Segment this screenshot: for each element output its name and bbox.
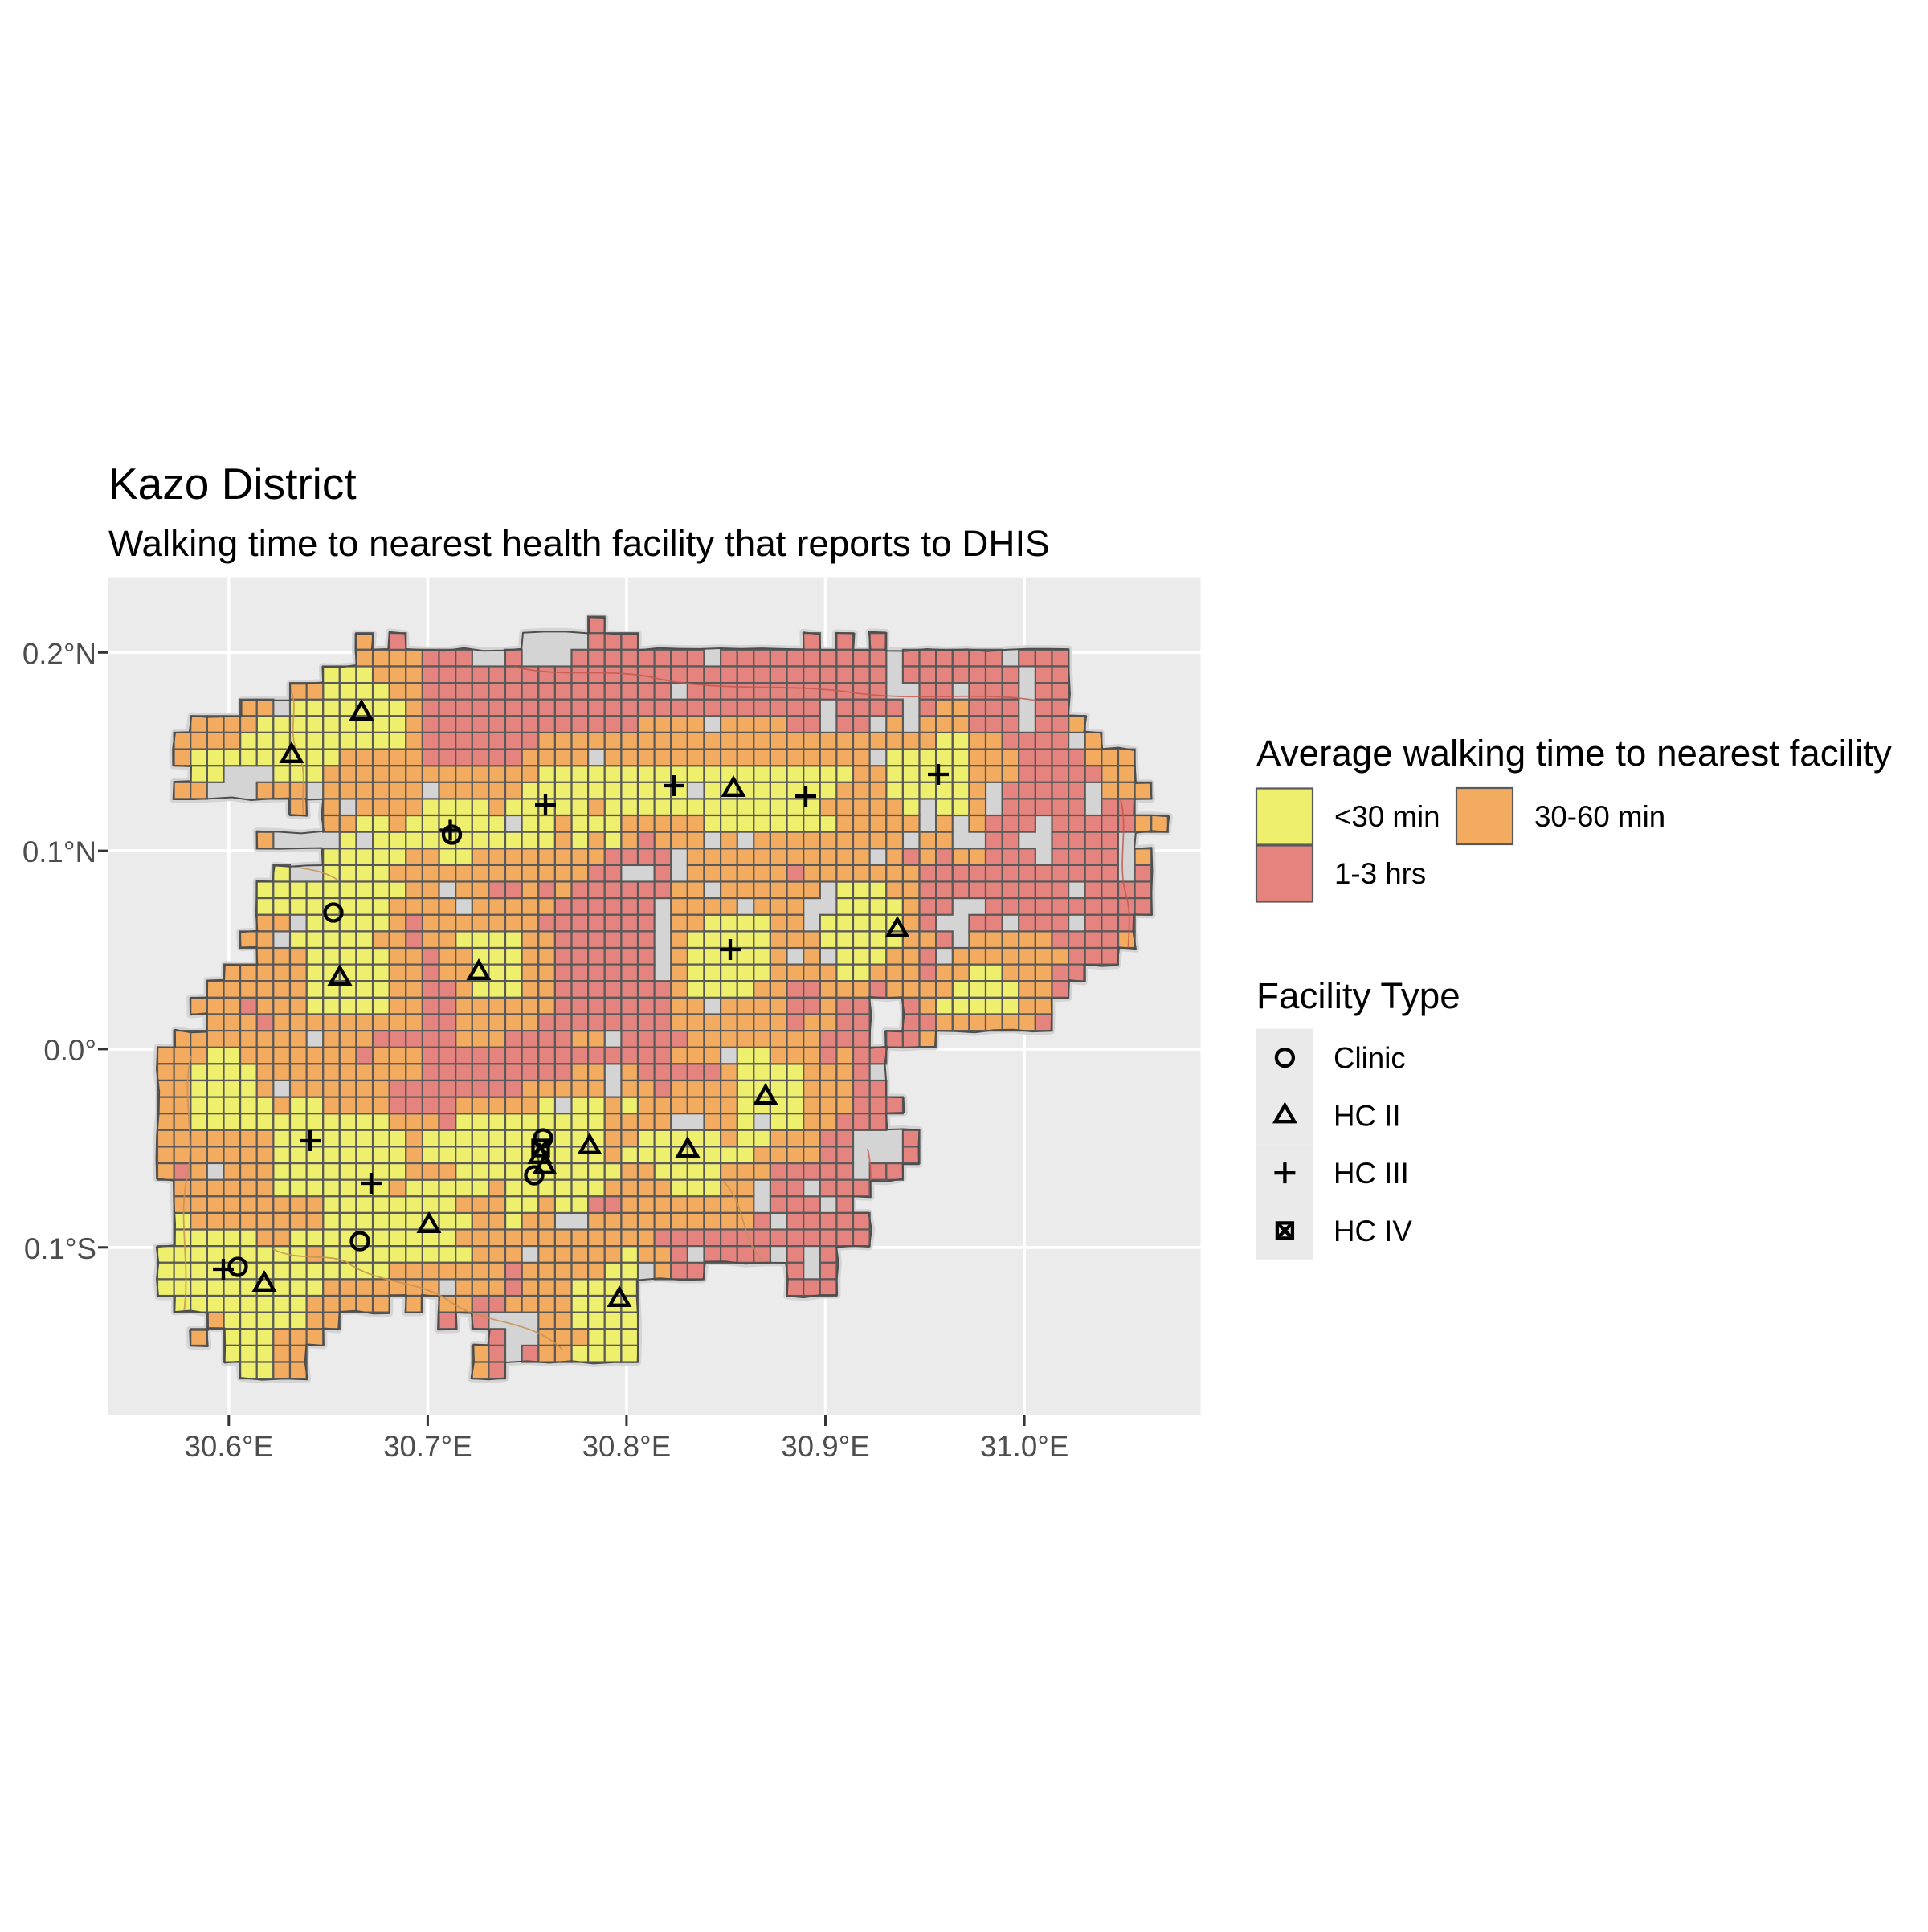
svg-text:30.8°E: 30.8°E (582, 1430, 672, 1463)
svg-text:Kazo District: Kazo District (108, 459, 357, 509)
svg-text:HC IV: HC IV (1334, 1215, 1412, 1248)
svg-text:Facility Type: Facility Type (1256, 975, 1460, 1016)
svg-text:30.7°E: 30.7°E (383, 1430, 472, 1463)
svg-text:HC III: HC III (1334, 1157, 1409, 1190)
svg-text:HC II: HC II (1334, 1099, 1401, 1132)
svg-text:30.9°E: 30.9°E (781, 1430, 870, 1463)
svg-text:0.0°: 0.0° (43, 1034, 96, 1067)
svg-text:0.1°S: 0.1°S (24, 1232, 96, 1265)
svg-text:0.1°N: 0.1°N (22, 835, 96, 868)
svg-text:Walking time to nearest health: Walking time to nearest health facility … (108, 523, 1050, 564)
svg-text:Average walking time to neares: Average walking time to nearest facility (1256, 733, 1892, 774)
svg-text:31.0°E: 31.0°E (980, 1430, 1069, 1463)
svg-text:Clinic: Clinic (1334, 1042, 1406, 1075)
svg-text:<30 min: <30 min (1334, 800, 1440, 833)
svg-text:1-3 hrs: 1-3 hrs (1334, 857, 1426, 890)
svg-text:30-60 min: 30-60 min (1534, 800, 1665, 833)
svg-text:30.6°E: 30.6°E (185, 1430, 274, 1463)
svg-text:0.2°N: 0.2°N (22, 637, 96, 670)
